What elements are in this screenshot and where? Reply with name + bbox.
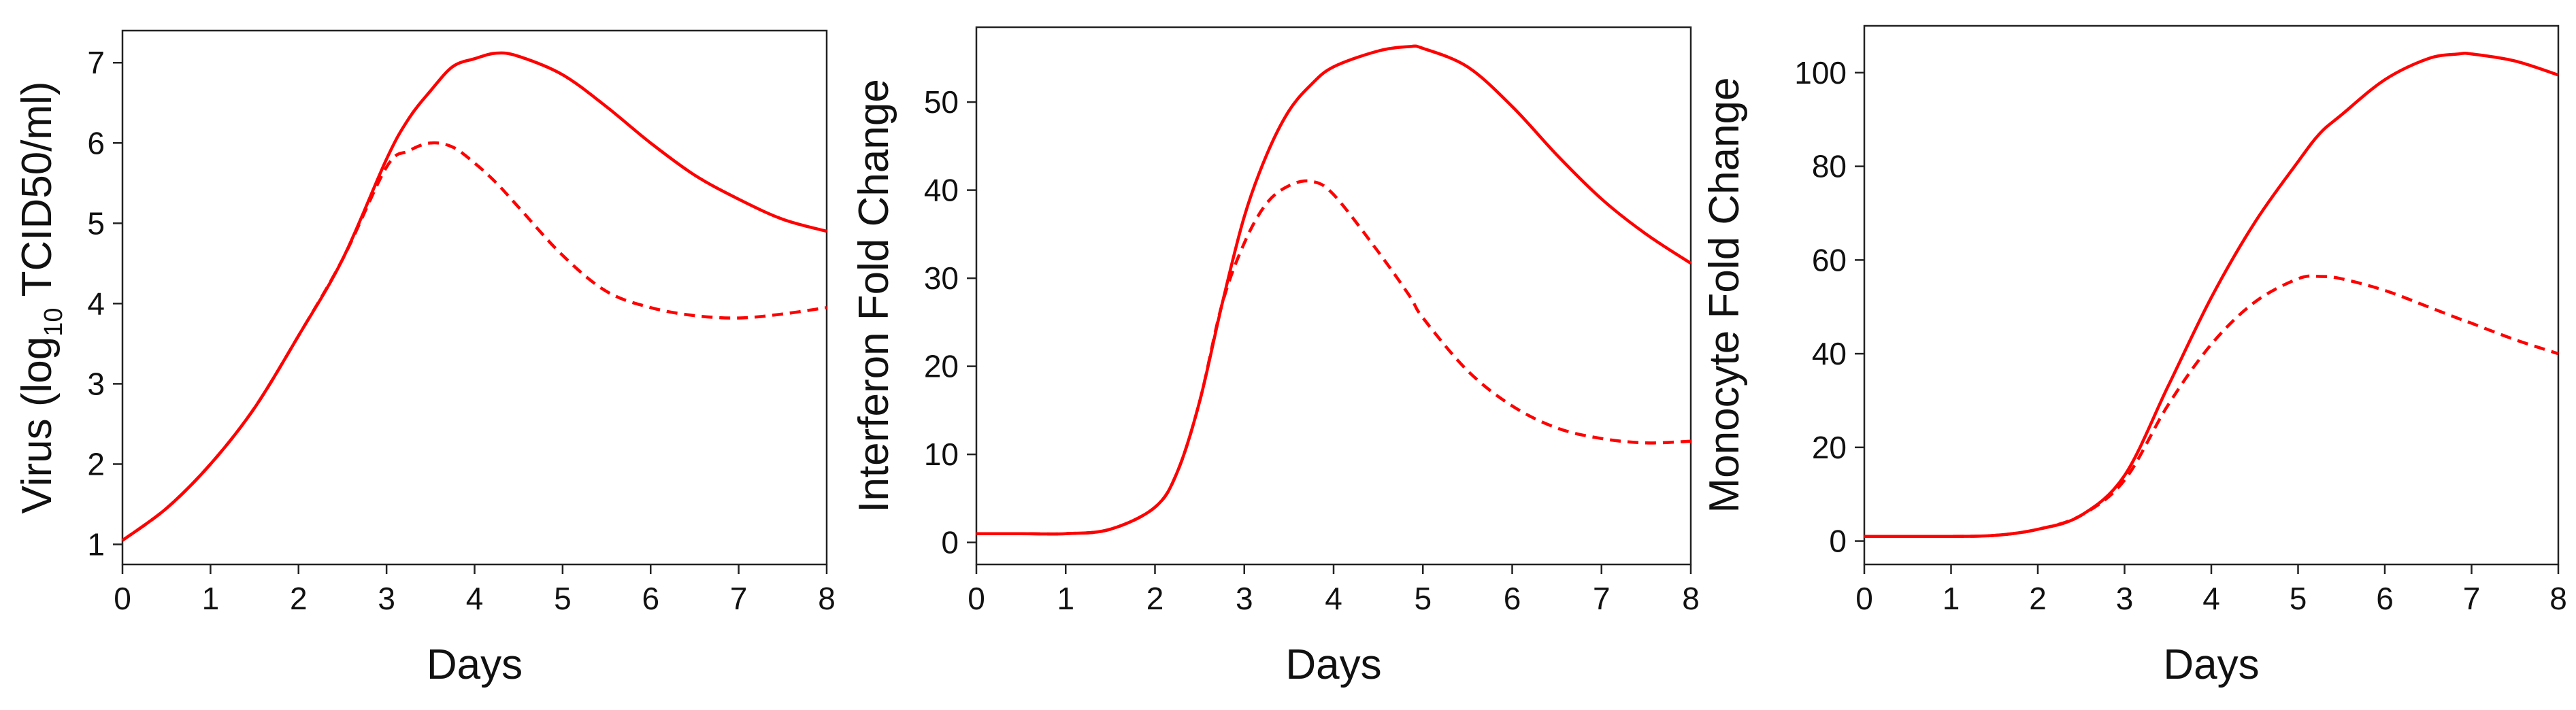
y-tick-label: 40 — [1812, 336, 1847, 371]
x-tick-label: 0 — [968, 581, 985, 616]
y-tick-label: 30 — [924, 260, 959, 296]
y-tick-label: 7 — [87, 45, 105, 80]
y-axis-label: Interferon Fold Change — [851, 79, 897, 513]
y-tick-label: 100 — [1794, 55, 1847, 90]
y-tick-label: 80 — [1812, 149, 1847, 184]
x-tick-label: 3 — [1236, 581, 1253, 616]
x-axis-label: Days — [2163, 641, 2259, 688]
x-tick-label: 8 — [2549, 581, 2567, 616]
y-tick-label: 60 — [1812, 242, 1847, 277]
y-tick-label: 6 — [87, 125, 105, 160]
y-axis-label: Virus (log10 TCID50/ml) — [14, 81, 68, 513]
chart-panel-interferon: 0 1 2 3 4 5 6 7 8 0 10 20 30 40 50 Days Interferon Fold … — [851, 26, 1700, 688]
x-tick-label: 7 — [2463, 581, 2481, 616]
y-tick-label: 40 — [924, 173, 959, 208]
x-tick-label: 4 — [2202, 581, 2220, 616]
y-tick-label: 0 — [1829, 524, 1847, 559]
x-tick-label: 6 — [1504, 581, 1521, 616]
series-line-dashed — [1864, 274, 2559, 539]
x-tick-label: 5 — [2290, 581, 2307, 616]
plot-frame — [975, 26, 1692, 566]
series-line-dashed — [976, 179, 1691, 536]
y-tick-label: 20 — [1812, 430, 1847, 465]
x-tick-label: 6 — [2376, 581, 2394, 616]
x-tick-label: 1 — [1943, 581, 1960, 616]
series-line-solid — [1864, 52, 2559, 539]
x-tick-label: 4 — [1325, 581, 1342, 616]
x-axis-label: Days — [427, 641, 523, 688]
y-tick-label: 1 — [87, 526, 105, 562]
y-tick-label: 10 — [924, 437, 959, 472]
plot-frame — [121, 29, 828, 566]
y-tick-label: 0 — [941, 525, 959, 560]
x-tick-label: 7 — [1593, 581, 1611, 616]
y-tick-label: 20 — [924, 349, 959, 384]
x-tick-label: 5 — [554, 581, 572, 616]
x-tick-label: 2 — [290, 581, 308, 616]
series-line-dashed — [121, 141, 827, 542]
y-tick-label: 4 — [87, 286, 105, 321]
x-tick-label: 2 — [2029, 581, 2047, 616]
x-tick-label: 6 — [642, 581, 659, 616]
x-tick-label: 5 — [1414, 581, 1432, 616]
series-line-solid — [121, 51, 827, 542]
y-tick-label: 50 — [924, 84, 959, 120]
x-tick-label: 0 — [114, 581, 131, 616]
x-tick-label: 3 — [2116, 581, 2134, 616]
x-tick-label: 1 — [202, 581, 220, 616]
x-axis-label: Days — [1285, 641, 1381, 688]
x-tick-label: 3 — [378, 581, 395, 616]
x-tick-label: 0 — [1855, 581, 1873, 616]
y-tick-label: 5 — [87, 205, 105, 241]
y-tick-label: 2 — [87, 446, 105, 481]
y-tick-label: 3 — [87, 366, 105, 401]
series-line-solid — [976, 44, 1692, 536]
x-tick-label: 8 — [818, 581, 836, 616]
x-tick-label: 8 — [1682, 581, 1700, 616]
x-tick-label: 7 — [730, 581, 748, 616]
x-tick-label: 2 — [1146, 581, 1164, 616]
y-axis-label: Monocyte Fold Change — [1701, 77, 1748, 513]
x-tick-label: 1 — [1057, 581, 1074, 616]
x-tick-label: 4 — [466, 581, 484, 616]
